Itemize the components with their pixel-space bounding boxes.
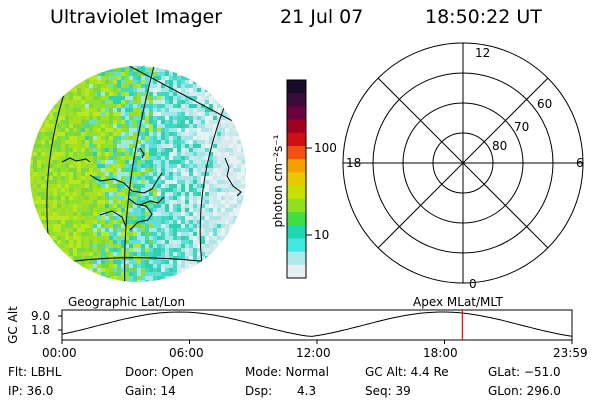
colorbar-band: [287, 198, 306, 213]
colorbar-band: [287, 80, 306, 94]
apex-label: Apex MLat/MLT: [413, 295, 503, 309]
colorbar-tick-10: 10: [314, 228, 330, 242]
info-dsp: Dsp:: [245, 384, 273, 398]
info-glon: GLon: 296.0: [488, 384, 561, 398]
lat-label-60: 60: [537, 97, 553, 111]
time-tick-1800: 18:00: [423, 346, 458, 360]
info-seq: Seq: 39: [365, 384, 411, 398]
altitude-panel: [58, 309, 573, 344]
colorbar-band: [287, 225, 306, 239]
colorbar-band: [287, 159, 306, 173]
colorbar-band: [287, 146, 306, 160]
mlt-label-0: 0: [469, 277, 477, 291]
alt-tick-1.8: 1.8: [31, 323, 51, 337]
info-glat: GLat: −51.0: [488, 365, 561, 379]
info-dsp-value: 4.3: [297, 384, 317, 398]
colorbar-band: [287, 185, 306, 200]
instrument-title: Ultraviolet Imager: [50, 6, 223, 28]
geographic-label: Geographic Lat/Lon: [68, 295, 186, 309]
colorbar-band: [287, 172, 306, 187]
colorbar-band: [287, 119, 306, 134]
info-door: Door: Open: [125, 365, 194, 379]
colorbar-band: [287, 93, 306, 107]
colorbar-unit-label: photon cm⁻²s⁻¹: [271, 134, 285, 228]
polar-mlt-grid: [342, 42, 584, 284]
mlt-label-12: 12: [475, 46, 491, 60]
info-mode: Mode: Normal: [245, 365, 329, 379]
time-tick-1200: 12:00: [296, 346, 331, 360]
lat-label-70: 70: [514, 120, 530, 134]
info-gc-alt: GC Alt: 4.4 Re: [365, 365, 449, 379]
mlt-label-18: 18: [346, 156, 362, 170]
info-gain: Gain: 14: [125, 384, 176, 398]
coastlines: [61, 147, 242, 231]
time-label: 18:50:22 UT: [425, 6, 542, 28]
info-flt: Flt: LBHL: [8, 365, 62, 379]
colorbar-tick-100: 100: [314, 141, 337, 155]
time-tick-0000: 00:00: [42, 346, 77, 360]
colorbar-band: [287, 132, 306, 147]
colorbar-band: [287, 212, 306, 226]
mlt-label-6: 6: [576, 156, 584, 170]
colorbar-band: [287, 238, 306, 253]
colorbar: [286, 79, 312, 279]
time-tick-2359: 23:59: [553, 346, 588, 360]
alt-tick-9: 9.0: [31, 309, 51, 323]
gc-alt-axis-label: GC Alt: [6, 306, 20, 344]
info-ip: IP: 36.0: [8, 384, 54, 398]
date-label: 21 Jul 07: [280, 6, 364, 28]
colorbar-band: [287, 106, 306, 121]
colorbar-band: [287, 264, 306, 279]
uv-image-disk: [30, 66, 246, 282]
altitude-curve: [61, 311, 573, 337]
lat-label-80: 80: [492, 139, 508, 153]
colorbar-band: [287, 251, 306, 266]
time-tick-0600: 06:00: [169, 346, 204, 360]
